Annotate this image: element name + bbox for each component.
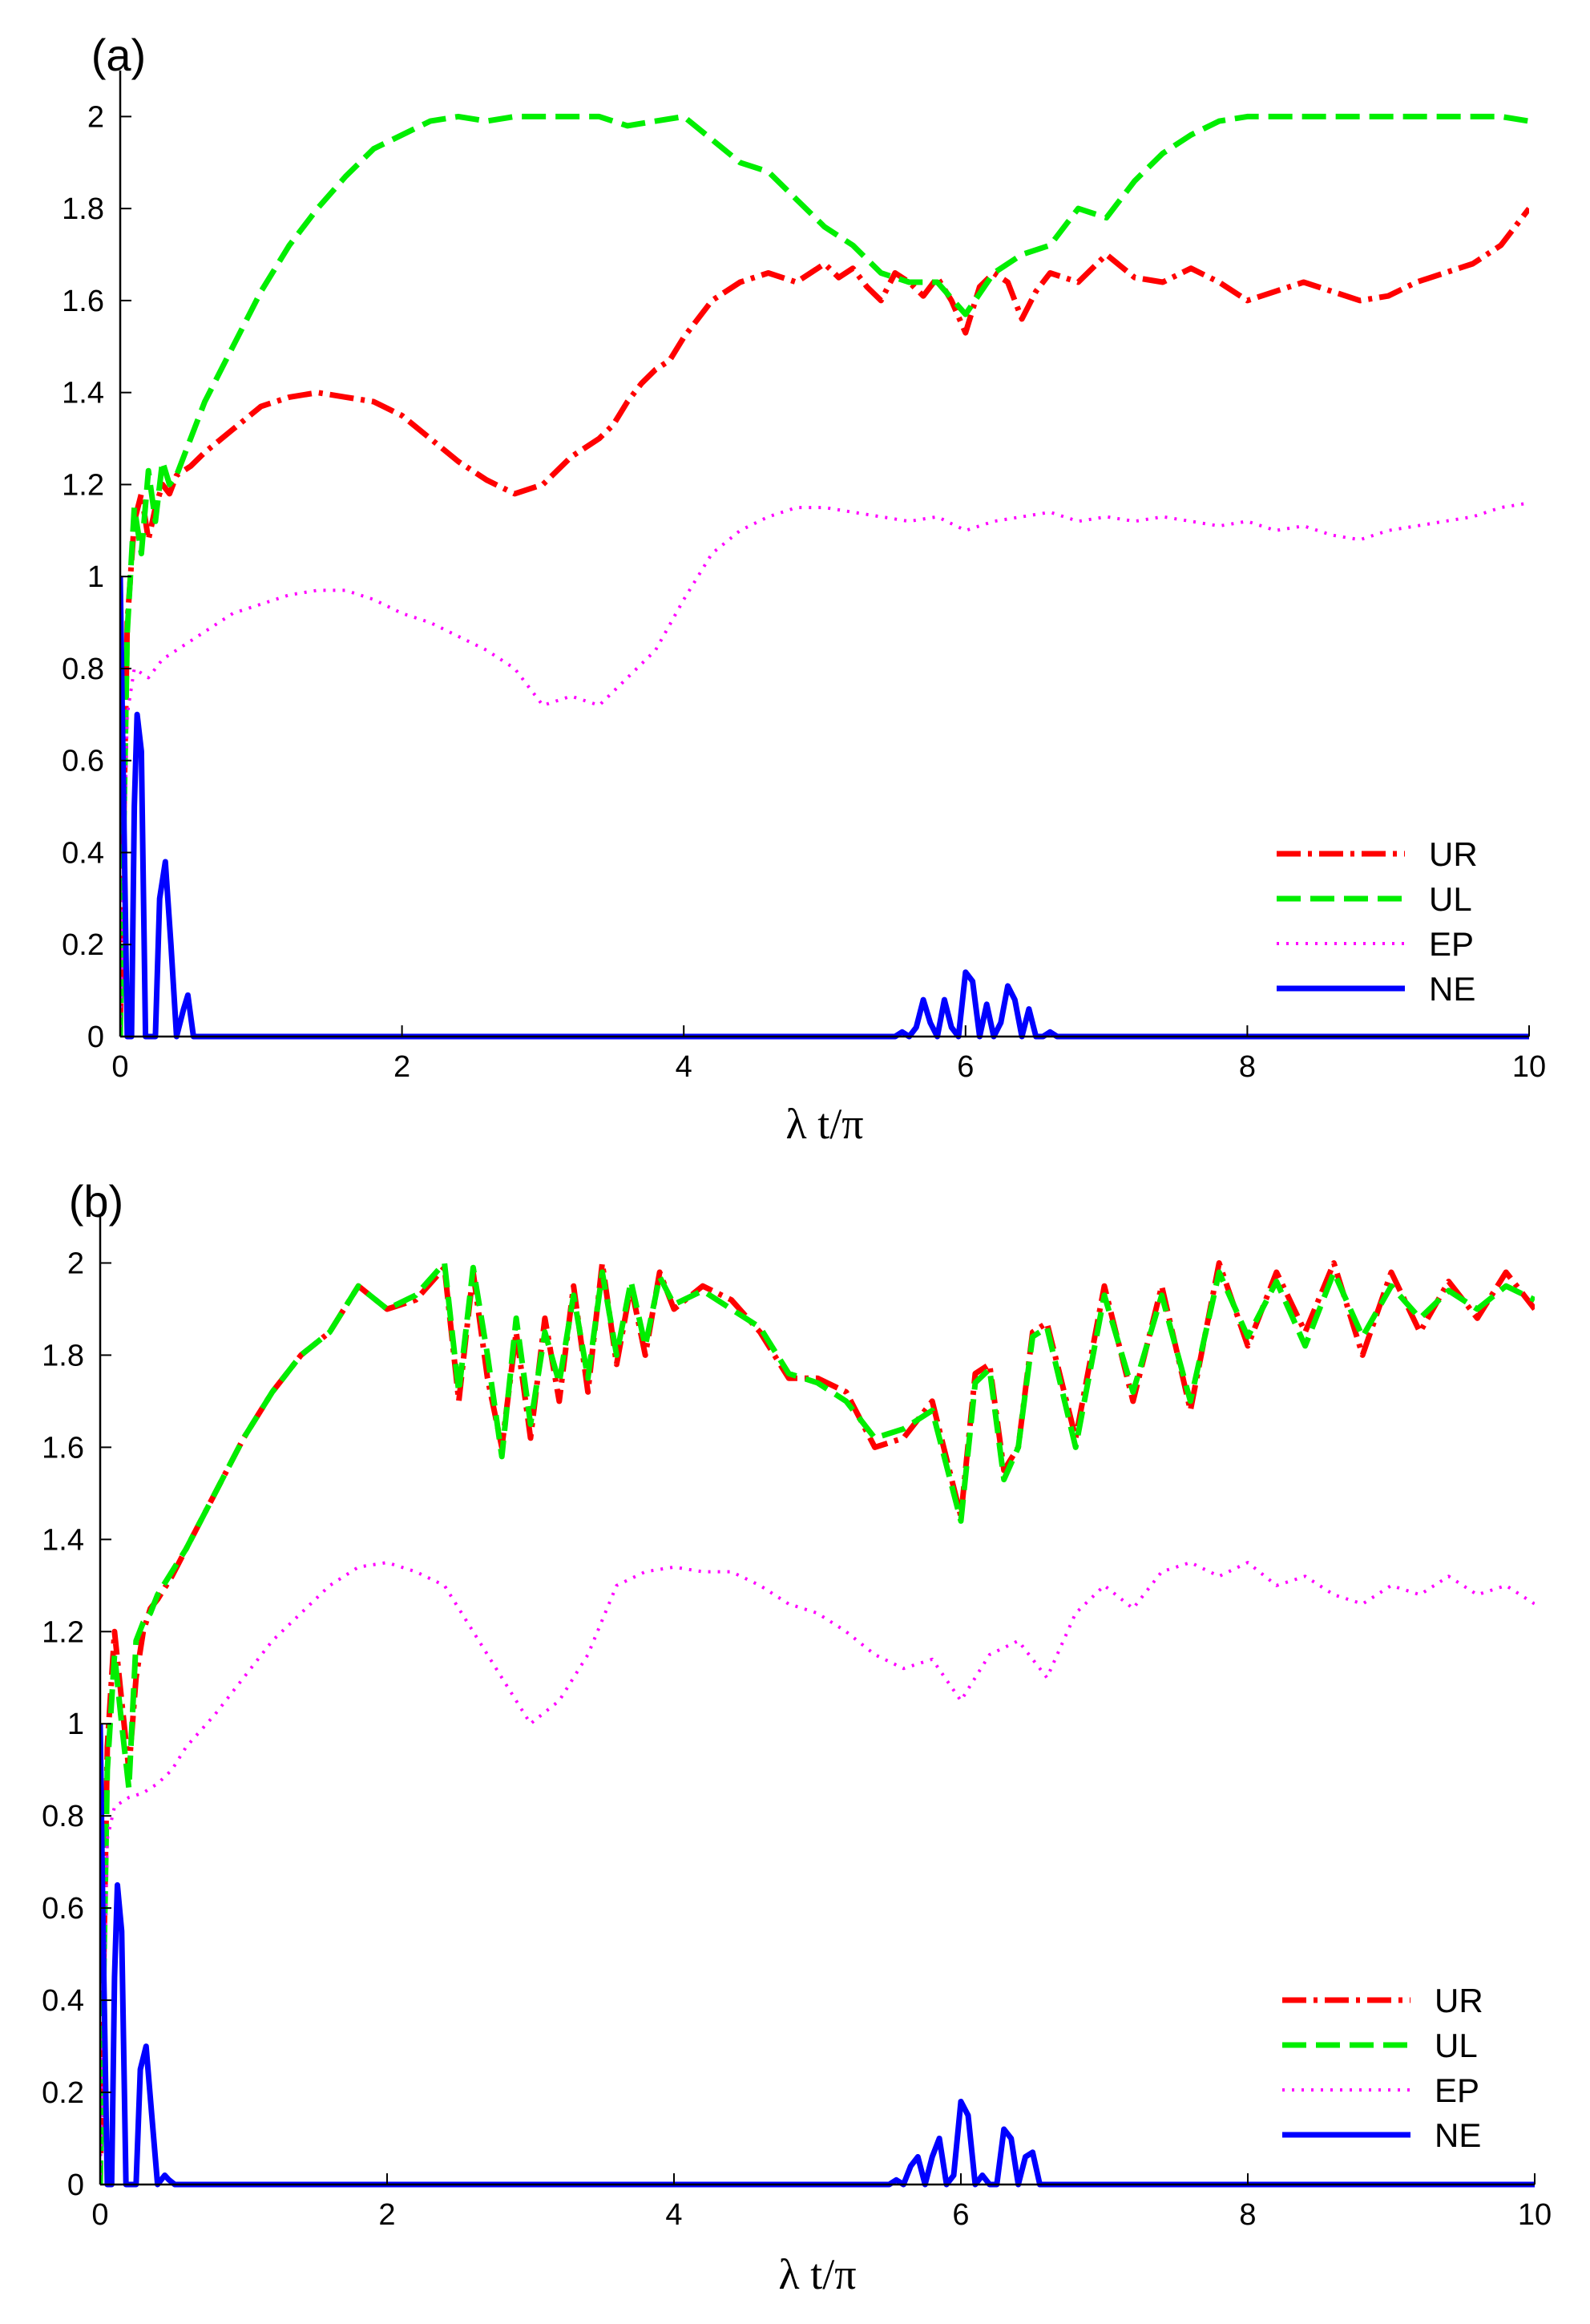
series-line-ul: [100, 1260, 1535, 2185]
y-tick-label: 1.2: [62, 468, 104, 502]
series-group: [100, 1260, 1535, 2188]
x-tick-label: 6: [952, 2198, 969, 2232]
y-tick-label: 1.4: [62, 377, 104, 410]
y-tick-label: 0.4: [42, 1984, 84, 2018]
y-tick-label: 1.8: [62, 192, 104, 226]
y-tick-label: 1: [67, 1708, 84, 1741]
y-tick-label: 0: [67, 2168, 84, 2202]
series-line-ur: [120, 206, 1529, 1028]
legend-label-ul: UL: [1429, 880, 1472, 918]
y-tick-label: 2: [87, 100, 104, 134]
legend-label-ur: UR: [1435, 1982, 1483, 2019]
y-tick-label: 1: [87, 560, 104, 594]
x-tick-label: 10: [1518, 2198, 1552, 2232]
chart-panel-b: 0 2 4 6 8 10 0 0.2 0.4 0.6 0.8 1 1.2 1.4 1.6 1.8 2 λ t/π (…: [42, 1176, 1552, 2298]
panel-label: (a): [91, 30, 146, 80]
legend-label-ne: NE: [1429, 970, 1475, 1008]
y-tick-label: 1.8: [42, 1339, 84, 1372]
x-tick-label: 4: [676, 1050, 692, 1084]
legend-label-ep: EP: [1435, 2071, 1479, 2109]
series-line-ne: [100, 1724, 1535, 2188]
legend-label-ne: NE: [1435, 2116, 1481, 2154]
series-line-ne: [120, 576, 1529, 1040]
legend-label-ur: UR: [1429, 835, 1478, 873]
y-tick-label: 2: [67, 1247, 84, 1280]
legend-label-ul: UL: [1435, 2027, 1478, 2064]
legend: UR UL EP NE: [1277, 835, 1478, 1008]
x-tick-label: 6: [957, 1050, 974, 1084]
x-tick-label: 0: [111, 1050, 128, 1084]
y-tick-label: 0.8: [42, 1800, 84, 1833]
chart-panel-a: 0 2 4 6 8 10 0 0.2 0.4 0.6 0.8 1 1.2 1.4 1.6 1.8 2 λ t/π (…: [62, 30, 1546, 1148]
y-tick-label: 1.4: [42, 1523, 84, 1557]
x-tick-label: 8: [1239, 1050, 1256, 1084]
y-tick-label: 1.6: [62, 285, 104, 318]
legend: UR UL EP NE: [1282, 1982, 1483, 2154]
x-tick-label: 4: [665, 2198, 682, 2232]
y-tick-label: 0.6: [42, 1892, 84, 1926]
x-tick-label: 2: [393, 1050, 410, 1084]
y-tick-label: 1.2: [42, 1615, 84, 1649]
y-tick-label: 1.6: [42, 1431, 84, 1465]
panel-label: (b): [69, 1176, 123, 1227]
y-tick-label: 0.4: [62, 836, 104, 870]
y-tick-label: 0.6: [62, 745, 104, 778]
y-tick-label: 0.8: [62, 653, 104, 686]
x-tick-label: 0: [91, 2198, 108, 2232]
series-line-ep: [120, 501, 1529, 1028]
x-tick-label: 2: [378, 2198, 395, 2232]
x-axis-label: λ t/π: [779, 2250, 857, 2298]
y-tick-label: 0.2: [62, 928, 104, 962]
x-tick-label: 8: [1239, 2198, 1256, 2232]
legend-label-ep: EP: [1429, 925, 1474, 963]
y-tick-label: 0.2: [42, 2076, 84, 2110]
series-line-ul: [120, 113, 1529, 1037]
x-axis-label: λ t/π: [786, 1100, 864, 1148]
x-tick-label: 10: [1512, 1050, 1546, 1084]
series-line-ep: [100, 1561, 1535, 2176]
y-tick-label: 0: [87, 1021, 104, 1054]
